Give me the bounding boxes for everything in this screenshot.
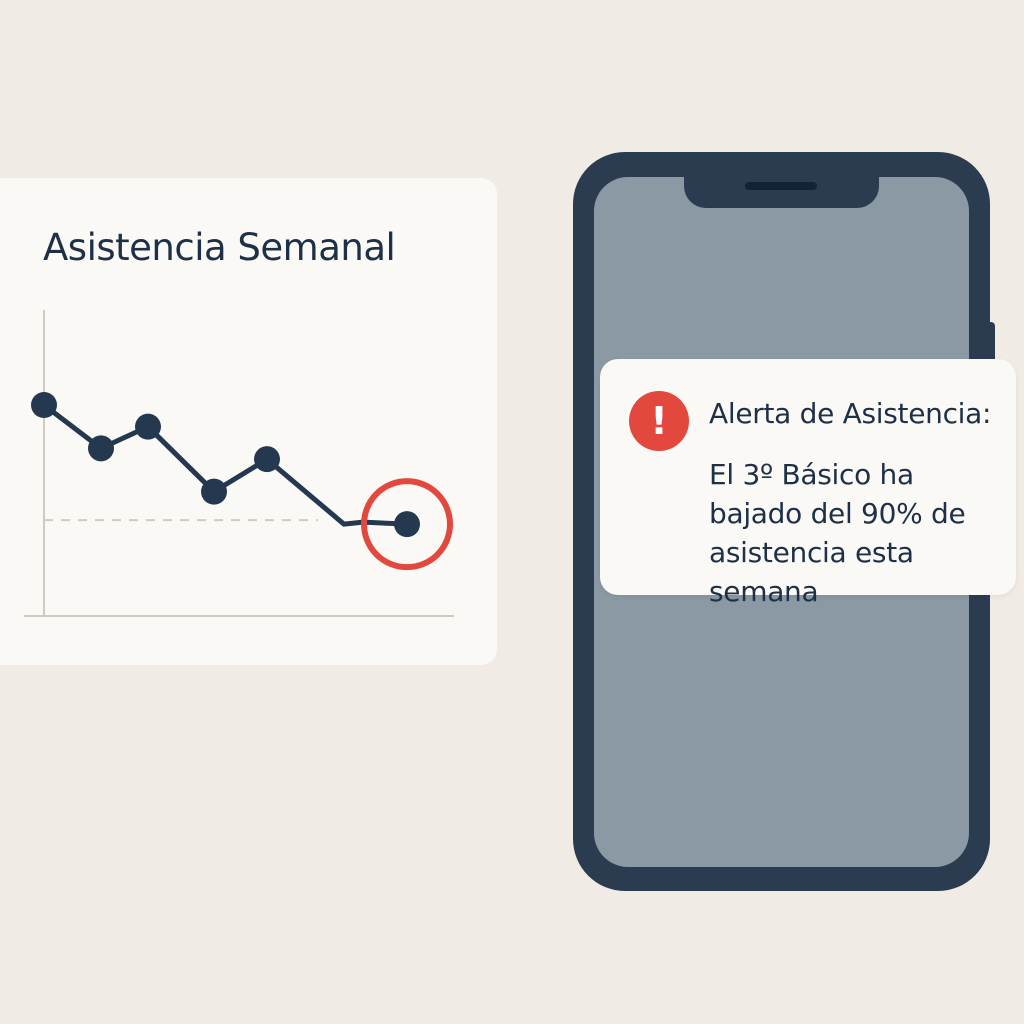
phone-side-button [987,322,995,372]
exclamation-icon: ! [629,391,689,451]
phone-speaker [745,182,817,190]
phone-notch [684,172,879,208]
alert-message: El 3º Básico ha bajado del 90% de asiste… [709,458,966,608]
chart-title: Asistencia Semanal [43,226,396,269]
alert-title: Alerta de Asistencia: [709,397,992,430]
